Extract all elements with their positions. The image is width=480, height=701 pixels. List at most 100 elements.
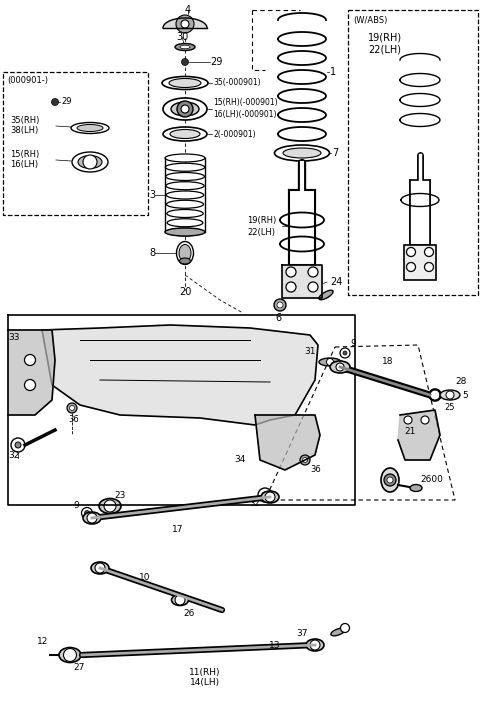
Ellipse shape xyxy=(99,498,121,514)
Circle shape xyxy=(95,563,105,573)
Text: 11(RH): 11(RH) xyxy=(189,669,221,677)
Circle shape xyxy=(421,416,429,424)
Text: 28: 28 xyxy=(455,378,467,386)
Circle shape xyxy=(446,391,454,399)
Circle shape xyxy=(175,595,185,605)
Ellipse shape xyxy=(306,639,324,651)
Text: 26: 26 xyxy=(183,608,194,618)
Polygon shape xyxy=(8,330,55,415)
Ellipse shape xyxy=(72,152,108,172)
Circle shape xyxy=(308,282,318,292)
Text: 36: 36 xyxy=(310,465,321,475)
Circle shape xyxy=(104,500,116,512)
Circle shape xyxy=(11,438,25,452)
Ellipse shape xyxy=(78,156,102,168)
Ellipse shape xyxy=(163,127,207,141)
Ellipse shape xyxy=(83,512,101,524)
Text: 2600: 2600 xyxy=(420,475,443,484)
Circle shape xyxy=(63,648,76,662)
Circle shape xyxy=(176,15,194,33)
Ellipse shape xyxy=(166,191,204,199)
Circle shape xyxy=(181,20,189,28)
Text: 5: 5 xyxy=(462,390,468,400)
Circle shape xyxy=(277,302,283,308)
Bar xyxy=(404,245,436,280)
Text: 34: 34 xyxy=(234,456,246,465)
Ellipse shape xyxy=(171,594,189,606)
Ellipse shape xyxy=(170,130,200,139)
Ellipse shape xyxy=(166,182,204,190)
Circle shape xyxy=(424,262,433,271)
Text: 32: 32 xyxy=(8,451,19,459)
Text: 4: 4 xyxy=(185,5,191,15)
Circle shape xyxy=(24,379,36,390)
Ellipse shape xyxy=(275,145,329,161)
Circle shape xyxy=(274,299,286,311)
Circle shape xyxy=(177,101,193,117)
Text: 22(LH): 22(LH) xyxy=(247,228,275,236)
Circle shape xyxy=(15,442,21,448)
Ellipse shape xyxy=(167,219,203,226)
Text: 32: 32 xyxy=(250,498,260,508)
Text: 27: 27 xyxy=(73,662,84,672)
Ellipse shape xyxy=(163,98,207,120)
Text: 9: 9 xyxy=(350,339,356,348)
Ellipse shape xyxy=(59,648,81,662)
Circle shape xyxy=(84,510,89,515)
Ellipse shape xyxy=(91,562,109,574)
Text: 14(LH): 14(LH) xyxy=(190,679,220,688)
Circle shape xyxy=(430,390,440,400)
Text: 13: 13 xyxy=(268,641,280,650)
Text: 23: 23 xyxy=(114,491,125,501)
Ellipse shape xyxy=(165,228,205,236)
Circle shape xyxy=(262,492,268,498)
Ellipse shape xyxy=(166,172,204,180)
Ellipse shape xyxy=(381,468,399,492)
Circle shape xyxy=(336,363,344,371)
Ellipse shape xyxy=(77,125,103,132)
Circle shape xyxy=(308,267,318,277)
Ellipse shape xyxy=(71,123,109,133)
Circle shape xyxy=(302,458,308,463)
Polygon shape xyxy=(282,265,322,298)
Text: 16(LH)(-000901): 16(LH)(-000901) xyxy=(213,111,276,119)
Ellipse shape xyxy=(168,228,203,236)
Circle shape xyxy=(310,640,320,650)
Text: 10: 10 xyxy=(139,573,151,582)
Ellipse shape xyxy=(167,210,203,217)
Circle shape xyxy=(343,351,347,355)
Text: 36: 36 xyxy=(68,416,79,425)
Text: 16(LH): 16(LH) xyxy=(10,161,38,170)
Circle shape xyxy=(181,58,189,65)
Text: 7: 7 xyxy=(332,148,338,158)
Text: 3: 3 xyxy=(149,190,155,200)
Ellipse shape xyxy=(171,102,199,116)
Text: 24: 24 xyxy=(330,277,342,287)
Ellipse shape xyxy=(283,148,321,158)
Text: 35(RH): 35(RH) xyxy=(10,116,39,125)
Ellipse shape xyxy=(331,628,345,636)
Circle shape xyxy=(51,99,59,105)
Text: (W/ABS): (W/ABS) xyxy=(353,15,387,25)
Circle shape xyxy=(404,416,412,424)
Ellipse shape xyxy=(165,154,205,162)
Text: 8: 8 xyxy=(149,248,155,258)
Text: 29: 29 xyxy=(210,57,222,67)
Text: 9: 9 xyxy=(73,501,79,510)
Text: 2(-000901): 2(-000901) xyxy=(213,130,256,139)
Circle shape xyxy=(407,262,416,271)
Text: 31: 31 xyxy=(304,348,316,357)
Circle shape xyxy=(82,508,93,519)
Ellipse shape xyxy=(165,163,204,171)
Text: 33: 33 xyxy=(8,334,20,343)
Text: 12: 12 xyxy=(36,637,48,646)
Text: 35(-000901): 35(-000901) xyxy=(213,79,261,88)
Ellipse shape xyxy=(429,389,441,401)
Text: 20: 20 xyxy=(179,287,191,297)
Circle shape xyxy=(326,358,334,365)
Text: 1: 1 xyxy=(330,67,336,77)
Text: 19(RH): 19(RH) xyxy=(368,32,402,42)
Circle shape xyxy=(286,282,296,292)
Polygon shape xyxy=(398,410,440,460)
Text: 19(RH): 19(RH) xyxy=(247,215,276,224)
